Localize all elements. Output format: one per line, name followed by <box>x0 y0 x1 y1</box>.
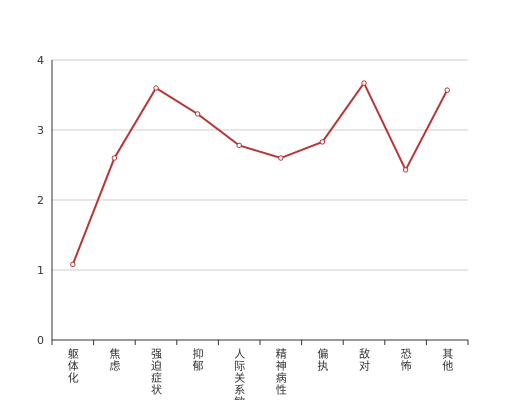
x-tick-label: 其他 <box>441 348 454 372</box>
x-tick-label: 躯体化 <box>66 348 79 384</box>
x-tick-label: 精神病性 <box>274 348 287 396</box>
point <box>444 87 450 93</box>
x-tick-label: 抑郁 <box>191 347 204 372</box>
y-tick-label: 1 <box>37 264 44 277</box>
point <box>319 139 326 145</box>
point <box>361 80 367 86</box>
point <box>153 85 159 91</box>
x-tick-label: 焦虑 <box>108 348 121 372</box>
y-tick-label: 0 <box>37 334 44 347</box>
point <box>70 261 76 268</box>
point <box>236 142 242 149</box>
point <box>111 155 118 161</box>
x-tick-label: 强迫症状 <box>150 348 163 396</box>
y-tick-label: 3 <box>37 124 44 137</box>
x-tick-label: 敌对 <box>358 347 371 372</box>
x-tick-label: 人际关系敏感 <box>233 348 246 400</box>
y-tick-label: 4 <box>37 54 44 67</box>
x-tick-label: 偏执 <box>316 347 329 372</box>
x-tick-label: 恐怖 <box>399 348 412 372</box>
line <box>71 81 449 265</box>
y-tick-label: 2 <box>37 194 44 207</box>
point <box>402 167 409 173</box>
point <box>278 155 284 161</box>
point <box>194 111 201 117</box>
